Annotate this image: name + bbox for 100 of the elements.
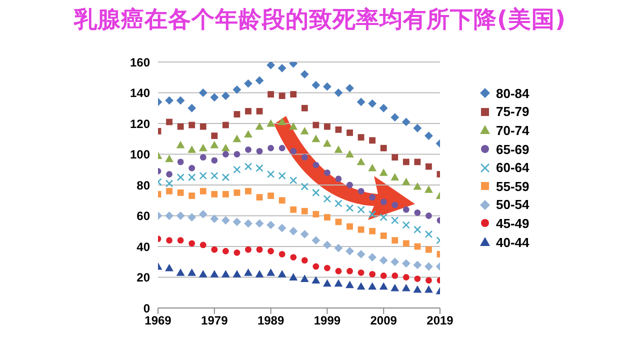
point (198, 270, 208, 278)
point (312, 162, 320, 168)
y-tick-label: 60 (136, 209, 150, 224)
point (390, 113, 400, 122)
point (188, 213, 196, 222)
point (323, 240, 332, 250)
point (301, 257, 308, 264)
point (198, 210, 208, 218)
point (290, 148, 297, 154)
point (312, 263, 320, 270)
point (176, 268, 185, 276)
point (165, 96, 174, 105)
point (255, 219, 264, 228)
y-tick-label: 80 (136, 178, 150, 192)
point (268, 192, 274, 199)
point (200, 123, 206, 130)
point (424, 285, 433, 293)
point (392, 154, 398, 161)
point (245, 108, 252, 114)
point (244, 162, 252, 170)
point (356, 158, 366, 166)
point (278, 144, 286, 152)
point (198, 88, 208, 97)
point (289, 122, 298, 130)
point (413, 285, 422, 293)
point (358, 134, 364, 141)
point (402, 221, 410, 229)
point (244, 79, 252, 88)
point (232, 218, 242, 226)
y-tick-label: 120 (130, 116, 150, 131)
point (222, 173, 230, 182)
point (290, 206, 297, 213)
point (392, 237, 398, 244)
legend-label: 80-84 (496, 86, 530, 101)
point (210, 172, 218, 180)
point (210, 270, 219, 278)
point (312, 211, 320, 218)
point (177, 237, 184, 244)
point (255, 270, 264, 278)
point (312, 276, 320, 284)
x-tick-label: 2019 (426, 314, 454, 328)
point (356, 98, 366, 106)
point (369, 194, 376, 200)
point (177, 158, 184, 166)
point (301, 154, 308, 161)
point (335, 218, 342, 226)
point (426, 277, 432, 284)
point (346, 150, 354, 158)
point (323, 139, 332, 147)
point (312, 134, 320, 142)
x-tick-label: 2009 (370, 314, 398, 328)
point (256, 108, 263, 114)
point (414, 243, 421, 250)
point (379, 282, 388, 290)
point (268, 91, 274, 98)
point (234, 151, 240, 158)
point (368, 253, 377, 262)
point (402, 240, 410, 247)
point (245, 146, 252, 153)
y-tick-label: 140 (130, 86, 150, 100)
point (380, 213, 388, 222)
point (312, 188, 320, 197)
point (380, 198, 387, 206)
point (165, 212, 174, 220)
point (301, 104, 308, 112)
point (232, 270, 242, 278)
point (256, 246, 263, 253)
point (357, 206, 365, 214)
point (356, 282, 366, 290)
point (358, 226, 364, 233)
point (166, 118, 172, 126)
legend-label: 45-49 (496, 216, 530, 231)
point (199, 172, 207, 180)
point (414, 226, 422, 234)
point (424, 132, 433, 140)
point (413, 260, 422, 270)
point (278, 224, 286, 232)
y-tick-label: 0 (143, 301, 150, 316)
point (414, 209, 421, 216)
point (244, 268, 252, 276)
point (211, 157, 218, 164)
point (413, 182, 422, 190)
point (402, 259, 410, 268)
point (346, 280, 354, 288)
point (334, 279, 343, 287)
point (211, 191, 218, 198)
point (379, 256, 388, 265)
point (176, 212, 185, 220)
point (278, 250, 286, 258)
point (188, 268, 196, 276)
point (334, 145, 343, 153)
point (166, 171, 172, 178)
point (380, 232, 387, 239)
point (346, 223, 353, 230)
point (200, 188, 206, 194)
point (256, 164, 264, 172)
point (278, 270, 286, 278)
point (312, 236, 320, 245)
point (278, 64, 286, 72)
point (301, 208, 308, 214)
